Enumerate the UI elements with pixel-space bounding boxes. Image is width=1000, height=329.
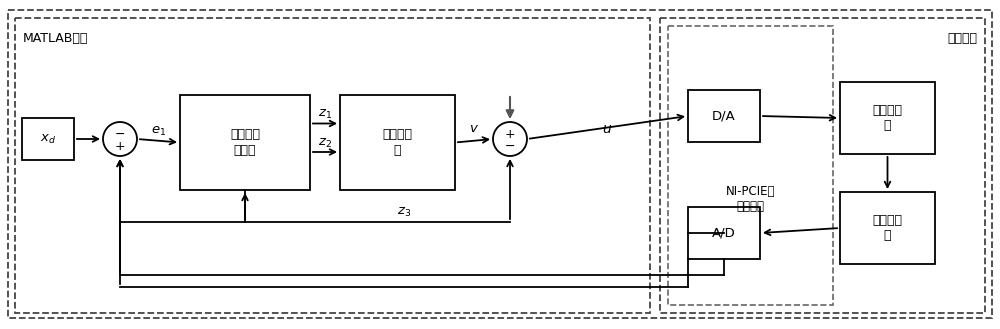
- Text: A/D: A/D: [712, 226, 736, 240]
- Text: 实物平台: 实物平台: [947, 32, 977, 45]
- Bar: [840, 82, 935, 154]
- Text: NI-PCIE数
据采集卡: NI-PCIE数 据采集卡: [726, 185, 775, 213]
- Text: $u$: $u$: [602, 122, 613, 136]
- Bar: [180, 95, 310, 190]
- Text: $z_2$: $z_2$: [318, 137, 332, 150]
- Text: +: +: [115, 139, 125, 153]
- Text: +: +: [505, 128, 515, 140]
- Text: D/A: D/A: [712, 110, 736, 122]
- Bar: [15, 18, 650, 313]
- Text: $z_1$: $z_1$: [318, 108, 332, 121]
- Bar: [340, 95, 455, 190]
- Text: 四面固支
板: 四面固支 板: [872, 214, 902, 242]
- Bar: [668, 26, 833, 305]
- Bar: [688, 90, 760, 142]
- Text: $v$: $v$: [469, 122, 479, 136]
- Text: $z_3$: $z_3$: [397, 205, 411, 218]
- Bar: [660, 18, 985, 313]
- Text: 功率放大
器: 功率放大 器: [872, 104, 902, 132]
- Text: 扩张状态
观测器: 扩张状态 观测器: [230, 129, 260, 157]
- Text: −: −: [505, 139, 515, 153]
- Text: MATLAB平台: MATLAB平台: [23, 32, 88, 45]
- Bar: [22, 118, 74, 160]
- Text: 滑模控制
器: 滑模控制 器: [382, 129, 413, 157]
- Text: $x_d$: $x_d$: [40, 133, 56, 145]
- Text: −: −: [115, 128, 125, 140]
- Bar: [688, 207, 760, 259]
- Text: $e_1$: $e_1$: [151, 124, 166, 138]
- Bar: [840, 192, 935, 264]
